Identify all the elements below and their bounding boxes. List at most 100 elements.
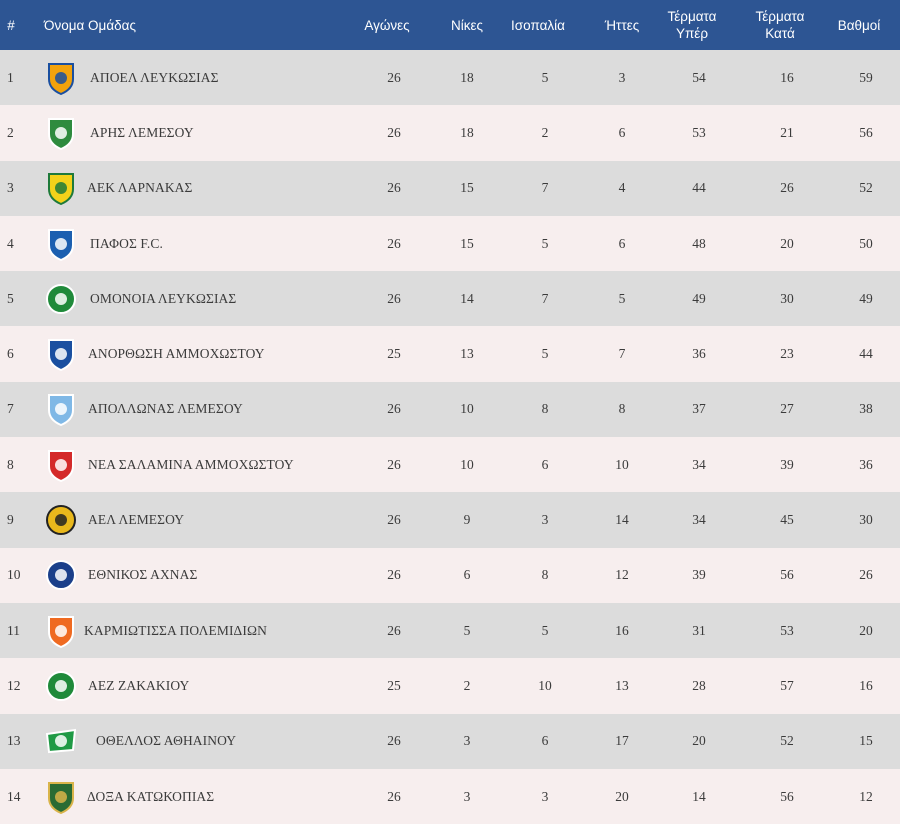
cell-goals-against: 56: [780, 788, 794, 804]
cell-wins: 18: [460, 124, 474, 140]
cell-played: 26: [387, 788, 401, 804]
cell-losses: 4: [618, 180, 626, 196]
cell-goals-against: 20: [780, 235, 794, 251]
team-name-link[interactable]: ΕΘΝΙΚΟΣ ΑΧΝΑΣ: [88, 567, 198, 583]
cell-position: 7: [7, 401, 14, 417]
cell-points: 15: [859, 733, 873, 749]
cell-points: 44: [859, 346, 873, 362]
cell-draws: 5: [541, 346, 549, 362]
team-name-link[interactable]: ΔΟΞΑ ΚΑΤΩΚΟΠΙΑΣ: [87, 788, 215, 804]
cell-wins: 3: [463, 733, 471, 749]
cell-played: 26: [387, 235, 401, 251]
cell-played: 26: [387, 733, 401, 749]
cell-draws: 3: [541, 512, 549, 528]
cell-position: 10: [7, 567, 21, 583]
cell-wins: 18: [460, 69, 474, 85]
header-draws: Ισοπαλία: [511, 17, 565, 33]
cell-goals-against: 57: [780, 677, 794, 693]
team-name-link[interactable]: ΑΡΗΣ ΛΕΜΕΣΟΥ: [90, 124, 194, 140]
cell-wins: 10: [460, 401, 474, 417]
cell-draws: 5: [541, 235, 549, 251]
cell-draws: 5: [541, 69, 549, 85]
cell-points: 36: [859, 456, 873, 472]
cell-played: 26: [387, 456, 401, 472]
cell-points: 59: [859, 69, 873, 85]
cell-played: 26: [387, 124, 401, 140]
cell-draws: 7: [541, 290, 549, 306]
header-goals-against: Τέρματα Κατά: [755, 9, 805, 41]
header-goals-for: Τέρματα Υπέρ: [667, 9, 717, 41]
cell-goals-for: 14: [692, 788, 706, 804]
header-position: #: [7, 17, 15, 33]
aris-badge-icon: [44, 116, 78, 150]
table-row: 7 ΑΠΟΛΛΩΝΑΣ ΛΕΜΕΣΟΥ 26 10 8 8 37 27 38: [0, 381, 900, 438]
cell-wins: 6: [463, 567, 471, 583]
cell-goals-for: 53: [692, 124, 706, 140]
cell-losses: 14: [615, 512, 629, 528]
cell-position: 14: [7, 788, 21, 804]
karmiotissa-badge-icon: [44, 614, 78, 648]
cell-losses: 8: [618, 401, 626, 417]
table-row: 4 ΠΑΦΟΣ F.C. 26 15 5 6 48 20 50: [0, 215, 900, 272]
pafos-badge-icon: [44, 227, 78, 261]
cell-draws: 10: [538, 677, 552, 693]
cell-losses: 10: [615, 456, 629, 472]
team-name-link[interactable]: ΚΑΡΜΙΩΤΙΣΣΑ ΠΟΛΕΜΙΔΙΩΝ: [84, 622, 267, 638]
aez-badge-icon: [44, 669, 78, 703]
cell-played: 25: [387, 346, 401, 362]
table-row: 12 ΑΕΖ ΖΑΚΑΚΙΟΥ 25 2 10 13 28 57 16: [0, 658, 900, 714]
cell-goals-against: 27: [780, 401, 794, 417]
cell-wins: 15: [460, 235, 474, 251]
cell-wins: 9: [463, 512, 471, 528]
cell-position: 3: [7, 180, 14, 196]
cell-played: 26: [387, 512, 401, 528]
cell-position: 5: [7, 290, 14, 306]
header-team-name: Όνομα Ομάδας: [44, 17, 136, 33]
team-name-link[interactable]: ΑΝΟΡΘΩΣΗ ΑΜΜΟΧΩΣΤΟΥ: [88, 346, 265, 362]
team-name-link[interactable]: ΑΠΟΕΛ ΛΕΥΚΩΣΙΑΣ: [90, 69, 219, 85]
cell-goals-for: 34: [692, 512, 706, 528]
cell-goals-for: 31: [692, 622, 706, 638]
cell-goals-for: 48: [692, 235, 706, 251]
cell-draws: 5: [541, 622, 549, 638]
cell-goals-for: 34: [692, 456, 706, 472]
ethnikos-badge-icon: [44, 558, 78, 592]
cell-goals-for: 20: [692, 733, 706, 749]
cell-played: 25: [387, 677, 401, 693]
cell-position: 4: [7, 235, 14, 251]
cell-position: 8: [7, 456, 14, 472]
table-row: 1 ΑΠΟΕΛ ΛΕΥΚΩΣΙΑΣ 26 18 5 3 54 16 59: [0, 50, 900, 106]
cell-goals-for: 44: [692, 180, 706, 196]
cell-wins: 15: [460, 180, 474, 196]
cell-goals-against: 21: [780, 124, 794, 140]
cell-played: 26: [387, 290, 401, 306]
cell-wins: 10: [460, 456, 474, 472]
cell-draws: 2: [541, 124, 549, 140]
table-row: 11 ΚΑΡΜΙΩΤΙΣΣΑ ΠΟΛΕΜΙΔΙΩΝ 26 5 5 16 31 53 20: [0, 602, 900, 659]
cell-losses: 5: [618, 290, 626, 306]
cell-losses: 6: [618, 124, 626, 140]
team-name-link[interactable]: ΟΘΕΛΛΟΣ ΑΘΗΑΙΝΟΥ: [96, 733, 237, 749]
cell-wins: 5: [463, 622, 471, 638]
table-row: 14 ΔΟΞΑ ΚΑΤΩΚΟΠΙΑΣ 26 3 3 20 14 56 12: [0, 768, 900, 824]
cell-losses: 6: [618, 235, 626, 251]
cell-played: 26: [387, 622, 401, 638]
team-name-link[interactable]: ΝΕΑ ΣΑΛΑΜΙΝΑ ΑΜΜΟΧΩΣΤΟΥ: [88, 456, 294, 472]
table-row: 10 ΕΘΝΙΚΟΣ ΑΧΝΑΣ 26 6 8 12 39 56 26: [0, 547, 900, 603]
team-name-link[interactable]: ΑΕΛ ΛΕΜΕΣΟΥ: [88, 512, 185, 528]
cell-draws: 6: [541, 733, 549, 749]
team-name-link[interactable]: ΠΑΦΟΣ F.C.: [90, 235, 163, 251]
cell-played: 26: [387, 567, 401, 583]
cell-goals-for: 37: [692, 401, 706, 417]
team-name-link[interactable]: ΑΕΚ ΛΑΡΝΑΚΑΣ: [87, 180, 193, 196]
table-row: 2 ΑΡΗΣ ΛΕΜΕΣΟΥ 26 18 2 6 53 21 56: [0, 105, 900, 161]
team-name-link[interactable]: ΟΜΟΝΟΙΑ ΛΕΥΚΩΣΙΑΣ: [90, 290, 237, 306]
table-row: 3 ΑΕΚ ΛΑΡΝΑΚΑΣ 26 15 7 4 44 26 52: [0, 160, 900, 216]
cell-wins: 13: [460, 346, 474, 362]
table-header: # Όνομα Ομάδας Αγώνες Νίκες Ισοπαλία Ήττ…: [0, 0, 900, 50]
team-name-link[interactable]: ΑΕΖ ΖΑΚΑΚΙΟΥ: [88, 677, 190, 693]
team-name-link[interactable]: ΑΠΟΛΛΩΝΑΣ ΛΕΜΕΣΟΥ: [88, 401, 243, 417]
table-row: 8 ΝΕΑ ΣΑΛΑΜΙΝΑ ΑΜΜΟΧΩΣΤΟΥ 26 10 6 10 34 39 36: [0, 437, 900, 493]
cell-points: 56: [859, 124, 873, 140]
header-played: Αγώνες: [364, 17, 410, 33]
